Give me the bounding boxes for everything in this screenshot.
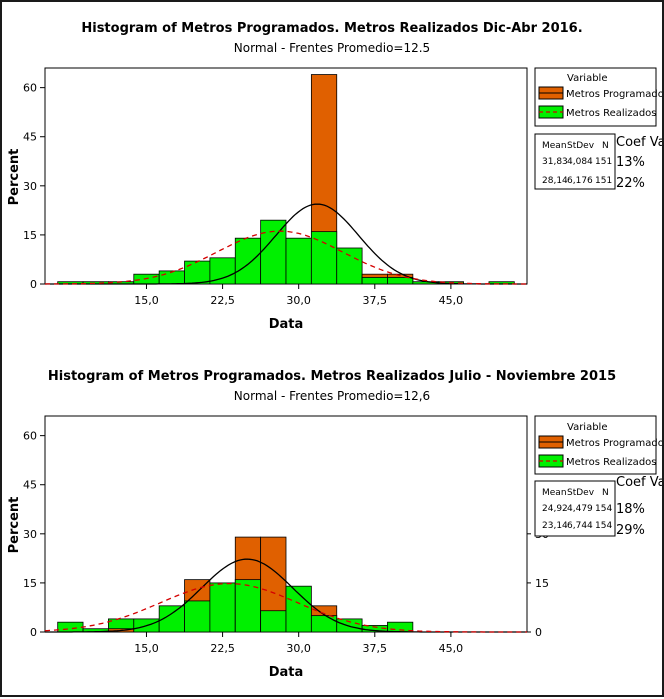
bar-realizados: [260, 219, 287, 285]
chart-top-plot: [44, 74, 527, 285]
x-tick-label: 37,5: [363, 642, 388, 655]
bar-realizados: [184, 260, 211, 285]
stats-row1-mean: 31,83: [542, 157, 568, 167]
x-tick-label: 15,0: [134, 642, 159, 655]
chart-top-legend: Variable Metros Programados Metros Reali…: [534, 67, 664, 127]
chart-bottom: Histogram of Metros Programados. Metros …: [7, 369, 664, 680]
y-tick-label: 0: [30, 278, 37, 291]
chart-bottom-legend: Variable Metros Programados Metros Reali…: [534, 415, 664, 475]
stats-row1-mean: 24,92: [542, 504, 568, 514]
chart-top-subtitle: Normal - Frentes Promedio=12.5: [234, 41, 430, 55]
y-tick-label: 60: [23, 430, 37, 443]
stats-row2-stdev: 6,176: [567, 176, 593, 186]
x-tick-label: 30,0: [286, 294, 311, 307]
stats-header-n: N: [602, 141, 609, 151]
stats-row1-stdev: 4,479: [567, 504, 593, 514]
legend-title: Variable: [567, 73, 608, 84]
bar-realizados: [57, 621, 84, 633]
stats-header-mean: Mean: [542, 488, 567, 498]
legend-label-programados: Metros Programados: [566, 89, 662, 100]
x-tick-label: 22,5: [210, 642, 235, 655]
stats-cv-row1: 18%: [616, 502, 645, 517]
stats-row1-stdev: 4,084: [567, 157, 593, 167]
bar-realizados: [209, 582, 236, 633]
curve-realizados: [44, 582, 527, 633]
chart-bottom-y-ticks: 0 15 30 45 60: [23, 430, 45, 639]
stats-header-mean: Mean: [542, 141, 567, 151]
y-tick-label: 15: [23, 577, 37, 590]
chart-bottom-stats: Mean StDev N 24,92 4,479 154 23,14 6,744…: [534, 475, 664, 538]
legend-title: Variable: [567, 422, 608, 433]
bar-realizados: [336, 618, 363, 633]
y-tick-label: 30: [23, 528, 37, 541]
stats-box: [534, 480, 616, 537]
curve-programados: [45, 203, 527, 285]
legend-label-programados: Metros Programados: [566, 438, 662, 449]
legend-label-realizados: Metros Realizados: [566, 457, 657, 468]
y-tick-label: 15: [23, 229, 37, 242]
stats-row2-n: 151: [595, 176, 612, 186]
chart-bottom-x-ticks: 15,0 22,5 30,0 37,5 45,0: [134, 632, 463, 655]
chart-top-title: Histogram of Metros Programados. Metros …: [81, 21, 582, 36]
stats-cv-header: Coef Var: [616, 135, 662, 150]
right-tick-label: 15: [535, 577, 549, 590]
chart-bottom-plot: [44, 536, 527, 633]
stats-row2-mean: 23,14: [542, 521, 568, 531]
right-tick-label: 0: [535, 626, 542, 639]
bar-realizados: [310, 615, 338, 633]
y-tick-label: 45: [23, 131, 37, 144]
x-tick-label: 15,0: [134, 294, 159, 307]
stats-cv-header: Coef Var: [616, 475, 662, 490]
chart-bottom-subtitle: Normal - Frentes Promedio=12,6: [234, 389, 430, 403]
y-tick-label: 45: [23, 479, 37, 492]
chart-bottom-title: Histogram of Metros Programados. Metros …: [48, 369, 616, 384]
stats-header-n: N: [602, 488, 609, 498]
x-tick-label: 37,5: [363, 294, 388, 307]
stats-row1-n: 154: [595, 504, 612, 514]
bar-realizados: [361, 277, 388, 285]
x-tick-label: 30,0: [286, 642, 311, 655]
bar-realizados: [158, 605, 185, 633]
chart-top-y-ticks: 0 15 30 45 60: [23, 82, 45, 291]
stats-cv-row2: 29%: [616, 523, 645, 538]
legend-label-realizados: Metros Realizados: [566, 108, 657, 119]
bar-realizados: [310, 231, 338, 285]
stats-cv-row2: 22%: [616, 176, 645, 191]
chart-bottom-y-axis-title: Percent: [7, 497, 22, 554]
y-tick-label: 60: [23, 82, 37, 95]
chart-top-y-axis-title: Percent: [7, 149, 22, 206]
chart-top: Histogram of Metros Programados. Metros …: [7, 21, 664, 332]
y-tick-label: 30: [23, 180, 37, 193]
bar-realizados: [234, 579, 262, 633]
chart-top-x-ticks: 15,0 22,5 30,0 37,5 45,0: [134, 284, 463, 307]
stats-row2-n: 154: [595, 521, 612, 531]
bar-realizados: [158, 270, 185, 285]
bar-realizados: [387, 277, 414, 285]
chart-top-x-axis-title: Data: [269, 317, 304, 332]
stats-row2-mean: 28,14: [542, 176, 568, 186]
stats-row2-stdev: 6,744: [567, 521, 593, 531]
stats-header-stdev: StDev: [567, 141, 595, 151]
x-tick-label: 22,5: [210, 294, 235, 307]
chart-bottom-x-axis-title: Data: [269, 665, 304, 680]
stats-box: [534, 133, 616, 190]
stats-cv-row1: 13%: [616, 155, 645, 170]
stats-row1-n: 151: [595, 157, 612, 167]
bar-realizados: [184, 600, 211, 633]
bar-realizados: [234, 237, 262, 285]
bar-realizados: [336, 247, 363, 285]
bar-realizados: [285, 585, 312, 633]
y-tick-label: 0: [30, 626, 37, 639]
x-tick-label: 45,0: [439, 642, 464, 655]
chart-top-stats: Mean StDev N 31,83 4,084 151 28,14 6,176…: [534, 133, 664, 191]
bar-realizados: [260, 610, 287, 633]
bar-realizados: [285, 237, 312, 285]
x-tick-label: 45,0: [439, 294, 464, 307]
stats-header-stdev: StDev: [567, 488, 595, 498]
